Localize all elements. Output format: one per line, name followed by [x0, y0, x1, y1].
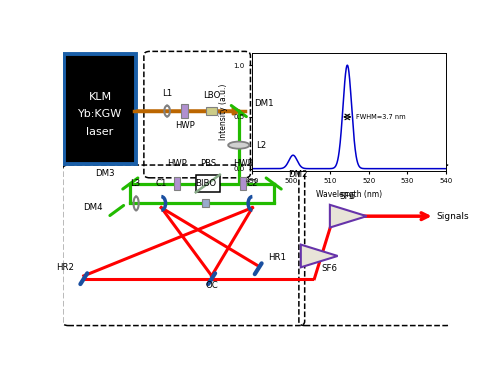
Bar [174, 177, 180, 190]
Text: C2: C2 [246, 179, 258, 188]
Text: OC: OC [206, 281, 218, 290]
Text: L3: L3 [130, 179, 140, 188]
FancyBboxPatch shape [64, 54, 136, 163]
Bar [202, 199, 209, 207]
Text: DM2: DM2 [288, 170, 308, 179]
Text: LBO: LBO [203, 91, 220, 100]
Text: DM3: DM3 [95, 169, 115, 178]
Text: PBS: PBS [200, 159, 216, 168]
Text: HR1: HR1 [268, 253, 286, 262]
Text: C1: C1 [156, 179, 167, 188]
Text: HR2: HR2 [56, 263, 74, 272]
Text: KLM: KLM [88, 92, 112, 102]
Ellipse shape [228, 142, 250, 149]
Text: Yb:KGW: Yb:KGW [78, 109, 122, 119]
Text: SF6: SF6 [340, 192, 355, 200]
Bar [196, 175, 220, 192]
Text: HWP: HWP [233, 159, 252, 168]
Text: L1: L1 [162, 89, 172, 98]
Bar [182, 104, 188, 118]
Text: HWP: HWP [167, 159, 186, 168]
Polygon shape [301, 245, 338, 267]
Text: DM4: DM4 [84, 203, 103, 212]
Polygon shape [330, 205, 366, 228]
Text: DM1: DM1 [254, 99, 274, 108]
Bar [240, 177, 246, 190]
Text: laser: laser [86, 127, 114, 137]
Text: BIBO: BIBO [196, 179, 216, 188]
Text: HWP: HWP [174, 121, 195, 130]
Text: L2: L2 [256, 141, 266, 150]
Bar [206, 107, 217, 115]
Text: Signals: Signals [436, 212, 469, 221]
Text: SF6: SF6 [322, 264, 338, 273]
